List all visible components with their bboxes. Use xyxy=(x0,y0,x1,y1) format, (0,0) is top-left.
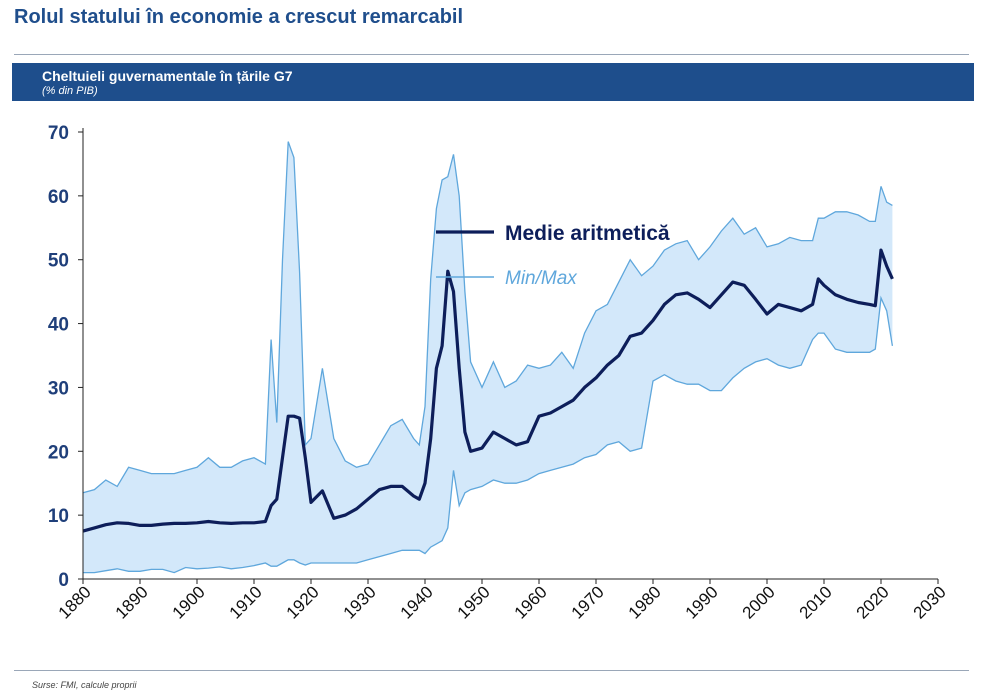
y-tick-label: 70 xyxy=(48,123,69,144)
min-line xyxy=(83,295,894,574)
x-tick-label: 1900 xyxy=(169,582,209,622)
chart-panel: Cheltuieli guvernamentale în țările G7 (… xyxy=(12,63,974,663)
legend-mean-label: Medie aritmetică xyxy=(505,222,670,245)
y-tick-label: 50 xyxy=(48,251,69,272)
y-tick-label: 30 xyxy=(48,378,69,399)
y-tick-label: 20 xyxy=(48,442,69,463)
legend-minmax-label: Min/Max xyxy=(505,268,578,289)
x-tick-label: 1950 xyxy=(454,582,494,622)
y-tick-label: 10 xyxy=(48,506,69,527)
x-tick-label: 2000 xyxy=(739,582,779,622)
x-tick-label: 1890 xyxy=(112,582,152,622)
title-divider xyxy=(14,54,969,55)
x-tick-label: 1970 xyxy=(568,582,608,622)
chart-title: Cheltuieli guvernamentale în țările G7 xyxy=(42,68,293,84)
mean-line xyxy=(82,248,894,533)
x-tick-label: 1910 xyxy=(226,582,266,622)
x-tick-label: 1920 xyxy=(283,582,323,622)
y-tick-label: 0 xyxy=(58,570,69,591)
y-tick-label: 60 xyxy=(48,187,69,208)
chart-header: Cheltuieli guvernamentale în țările G7 (… xyxy=(12,63,974,101)
footer-divider xyxy=(14,670,969,671)
x-tick-label: 2010 xyxy=(796,582,836,622)
source-note: Surse: FMI, calcule proprii xyxy=(32,680,137,690)
x-tick-label: 1990 xyxy=(682,582,722,622)
y-tick-label: 40 xyxy=(48,315,69,336)
plot-area: 0 10 20 30 40 50 60 70 1880 1890 1900 1910 1920 1930 1… xyxy=(12,101,974,663)
max-line xyxy=(82,141,893,494)
x-tick-label: 1940 xyxy=(397,582,437,622)
page-title: Rolul statului în economie a crescut rem… xyxy=(14,6,464,28)
x-tick-label: 2030 xyxy=(910,582,950,622)
minmax-band-fill xyxy=(83,141,893,573)
x-tick-label: 2020 xyxy=(853,582,893,622)
chart-subtitle: (% din PIB) xyxy=(42,85,98,97)
x-tick-label: 1960 xyxy=(511,582,551,622)
x-tick-label: 1930 xyxy=(340,582,380,622)
x-tick-label: 1980 xyxy=(625,582,665,622)
